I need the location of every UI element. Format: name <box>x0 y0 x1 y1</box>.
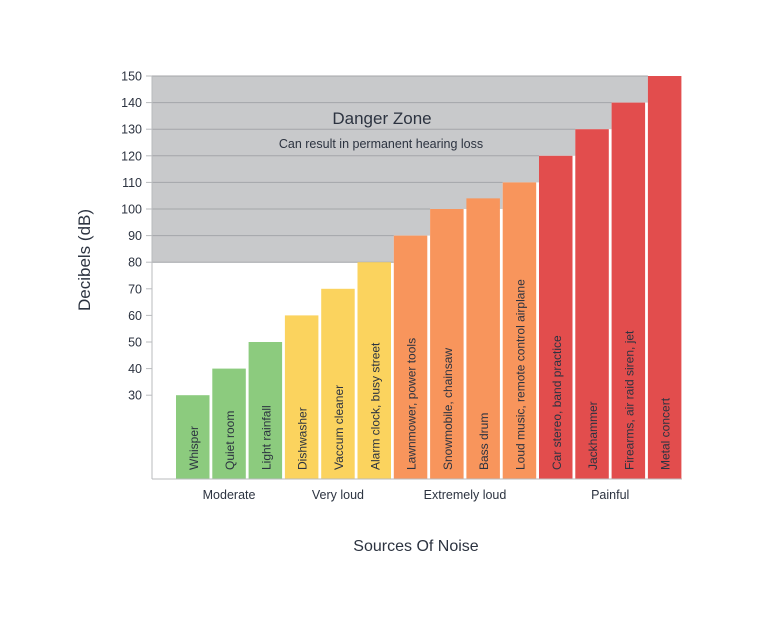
bar-label: Car stereo, band practice <box>550 335 564 470</box>
danger-zone-band <box>152 209 431 236</box>
danger-zone-subtitle: Can result in permanent hearing loss <box>279 137 483 151</box>
group-label: Moderate <box>203 488 256 502</box>
bar <box>611 102 646 479</box>
bar <box>248 342 283 479</box>
danger-zone-band <box>152 76 648 103</box>
bar <box>357 262 391 479</box>
bar <box>176 395 210 479</box>
bar <box>466 198 500 480</box>
y-tick-label: 150 <box>121 70 142 84</box>
group-label: Painful <box>591 488 629 502</box>
bar-label: Bass drum <box>477 413 491 470</box>
y-tick-label: 90 <box>128 229 142 243</box>
y-tick-label: 110 <box>122 176 142 190</box>
danger-zone-band <box>152 182 503 209</box>
bar <box>284 315 319 479</box>
bar <box>393 235 428 479</box>
danger-zone-band <box>152 102 612 130</box>
group-label: Extremely loud <box>424 488 507 502</box>
bar-label: Loud music, remote control airplane <box>513 279 527 470</box>
bar-label: Firearms, air raid siren, jet <box>622 330 636 470</box>
y-tick-label: 50 <box>128 336 142 350</box>
group-label: Very loud <box>312 488 364 502</box>
bar-label: Lawnmower, power tools <box>405 338 419 470</box>
danger-zone-band <box>152 235 394 263</box>
y-tick-label: 40 <box>128 362 142 376</box>
y-tick-label: 80 <box>128 256 142 270</box>
y-tick-label: 140 <box>121 96 142 110</box>
bar <box>502 182 537 479</box>
bar <box>321 288 355 479</box>
bar <box>212 368 246 479</box>
bar-label: Whisper <box>187 426 201 470</box>
y-tick-label: 100 <box>121 203 142 217</box>
y-tick-label: 70 <box>128 282 142 296</box>
danger-zone-band <box>152 155 539 183</box>
danger-zone-band <box>152 129 576 156</box>
bar-label: Light rainfall <box>259 405 273 470</box>
y-tick-label: 60 <box>128 309 142 323</box>
danger-zone-title: Danger Zone <box>332 109 431 128</box>
bar-label: Jackhammer <box>586 401 600 470</box>
bar-label: Quiet room <box>223 411 237 470</box>
y-tick-label: 120 <box>121 149 142 163</box>
bar <box>430 209 464 479</box>
y-axis-label: Decibels (dB) <box>75 209 94 311</box>
x-axis-label: Sources Of Noise <box>353 538 478 555</box>
bar-label: Snowmobile, chainsaw <box>441 348 455 470</box>
bar <box>539 155 573 480</box>
y-tick-label: 130 <box>121 123 142 137</box>
bar-label: Metal concert <box>659 397 673 470</box>
bar-label: Vaccum cleaner <box>332 385 346 470</box>
bar-label: Dishwasher <box>296 407 310 470</box>
bar-label: Alarm clock, busy street <box>368 342 382 470</box>
bar <box>647 76 682 479</box>
y-tick-label: 30 <box>128 389 142 403</box>
bar <box>575 129 609 479</box>
